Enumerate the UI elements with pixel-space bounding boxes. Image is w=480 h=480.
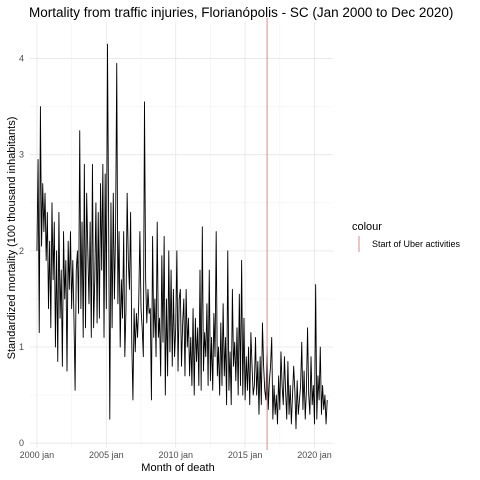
x-axis-title: Month of death [141,462,214,474]
legend: colour Start of Uber activities [352,221,461,252]
y-tick-label: 1 [19,342,24,352]
legend-label: Start of Uber activities [372,239,461,249]
y-tick-label: 4 [19,54,24,64]
x-tick-label: 2005 jan [89,450,124,460]
series-line-0 [36,43,328,430]
x-axis-ticks: 2000 jan 2005 jan 2010 jan 2015 jan 2020 jan [20,450,332,460]
legend-items: Start of Uber activities [358,236,461,252]
legend-title: colour [352,221,382,233]
series-layer [36,43,328,430]
x-tick-label: 2000 jan [20,450,55,460]
chart-title: Mortality from traffic injuries, Florian… [29,5,453,20]
y-tick-label: 3 [19,150,24,160]
y-axis-ticks: 0 1 2 3 4 [19,54,24,449]
x-tick-label: 2020 jan [297,450,332,460]
x-tick-label: 2010 jan [158,450,193,460]
y-tick-label: 2 [19,246,24,256]
y-axis-title: Standardized mortality (100 thousand inh… [6,117,18,360]
x-tick-label: 2015 jan [228,450,263,460]
y-tick-label: 0 [19,438,24,448]
